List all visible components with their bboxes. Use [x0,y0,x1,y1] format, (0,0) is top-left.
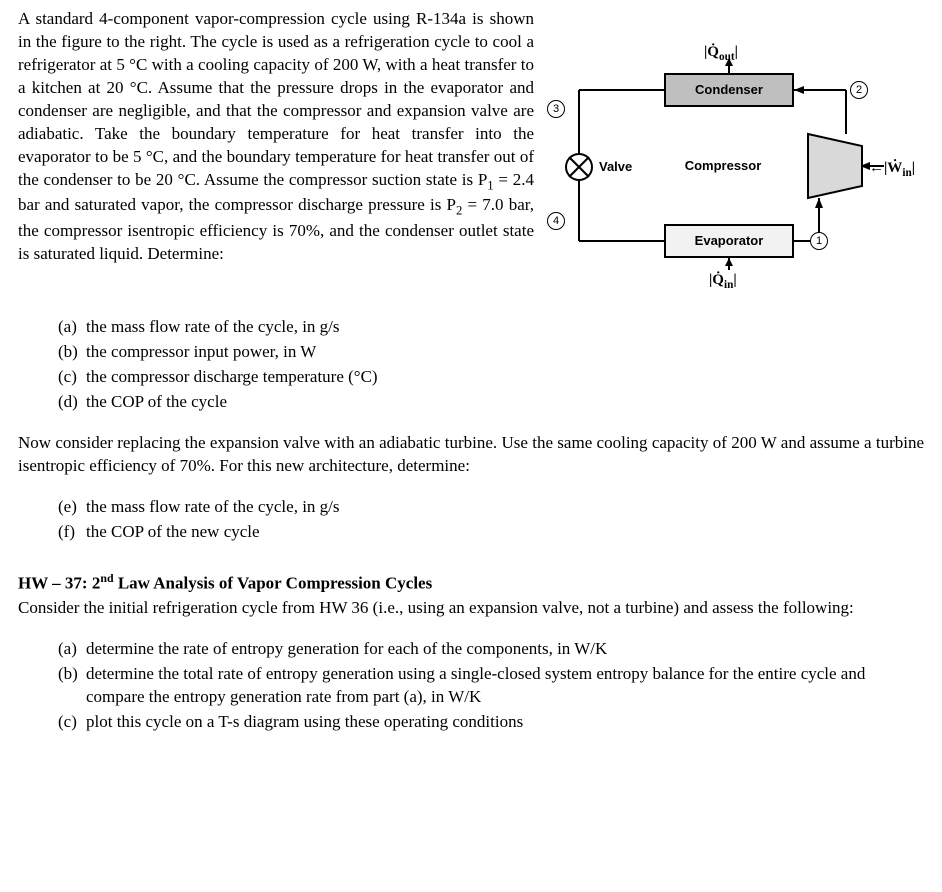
part-text: determine the total rate of entropy gene… [86,663,924,709]
evaporator-label: Evaporator [695,232,764,250]
parts-list-1: (a)the mass flow rate of the cycle, in g… [58,316,924,414]
list-item: (f)the COP of the new cycle [58,521,924,544]
list-item: (b)the compressor input power, in W [58,341,924,364]
intro-paragraph: A standard 4-component vapor-compression… [18,8,534,266]
condenser-label: Condenser [695,81,763,99]
qout-sub: out [719,51,735,63]
evaporator-box: Evaporator [664,224,794,258]
state-1: 1 [810,232,828,250]
problem-text: A standard 4-component vapor-compression… [18,8,534,298]
intro-text-1: A standard 4-component vapor-compression… [18,9,534,189]
win-sub: in [902,167,911,179]
part-label: (b) [58,341,86,364]
qin-label: |Q̇in| [709,270,737,293]
part-text: plot this cycle on a T-s diagram using t… [86,711,523,734]
figure-column: Condenser Compressor Evaporator Valve |Q… [554,8,924,298]
list-item: (c)plot this cycle on a T-s diagram usin… [58,711,924,734]
part-text: the COP of the new cycle [86,521,260,544]
part-text: the compressor discharge temperature (°C… [86,366,378,389]
qout-end: | [735,44,738,60]
win-sym: |Ẇ [884,160,902,176]
compressor-label-box: Compressor [673,155,773,177]
list-item: (e)the mass flow rate of the cycle, in g… [58,496,924,519]
state-2-num: 2 [856,83,862,98]
hw37-parts: (a)determine the rate of entropy generat… [58,638,924,734]
part-text: the mass flow rate of the cycle, in g/s [86,496,340,519]
part-text: the mass flow rate of the cycle, in g/s [86,316,340,339]
part-label: (b) [58,663,86,709]
part-text: the COP of the cycle [86,391,227,414]
qin-sub: in [724,279,733,291]
list-item: (a)determine the rate of entropy generat… [58,638,924,661]
state-2: 2 [850,81,868,99]
qout-sym: |Q̇ [704,44,719,60]
qin-sym: |Q̇ [709,272,724,288]
win-end: | [912,160,915,176]
part-label: (a) [58,638,86,661]
list-item: (c)the compressor discharge temperature … [58,366,924,389]
valve-icon [564,152,594,182]
part-label: (f) [58,521,86,544]
state-3-num: 3 [553,102,559,117]
condenser-box: Condenser [664,73,794,107]
state-4-num: 4 [553,214,559,229]
hw37-heading: HW – 37: 2nd Law Analysis of Vapor Compr… [18,570,924,596]
state-4: 4 [547,212,565,230]
compressor-label: Compressor [685,157,762,175]
cycle-figure: Condenser Compressor Evaporator Valve |Q… [554,48,914,298]
part-text: the compressor input power, in W [86,341,316,364]
list-item: (d)the COP of the cycle [58,391,924,414]
part-label: (d) [58,391,86,414]
state-3: 3 [547,100,565,118]
parts-list-2: (e)the mass flow rate of the cycle, in g… [58,496,924,544]
qin-end: | [733,272,736,288]
valve-label: Valve [599,158,632,176]
part-label: (e) [58,496,86,519]
state-1-num: 1 [816,234,822,249]
part-label: (a) [58,316,86,339]
hw37-head-sup: nd [100,571,113,585]
part-label: (c) [58,366,86,389]
list-item: (b)determine the total rate of entropy g… [58,663,924,709]
part-label: (c) [58,711,86,734]
hw37-head-2: Law Analysis of Vapor Compression Cycles [114,573,433,592]
list-item: (a)the mass flow rate of the cycle, in g… [58,316,924,339]
hw37-head-1: HW – 37: 2 [18,573,100,592]
qout-label: |Q̇out| [704,42,738,65]
problem-statement-row: A standard 4-component vapor-compression… [18,8,924,298]
part-text: determine the rate of entropy generation… [86,638,607,661]
turbine-paragraph: Now consider replacing the expansion val… [18,432,924,478]
win-label: ←|Ẇin| [869,158,915,181]
hw37-body: Consider the initial refrigeration cycle… [18,597,924,620]
